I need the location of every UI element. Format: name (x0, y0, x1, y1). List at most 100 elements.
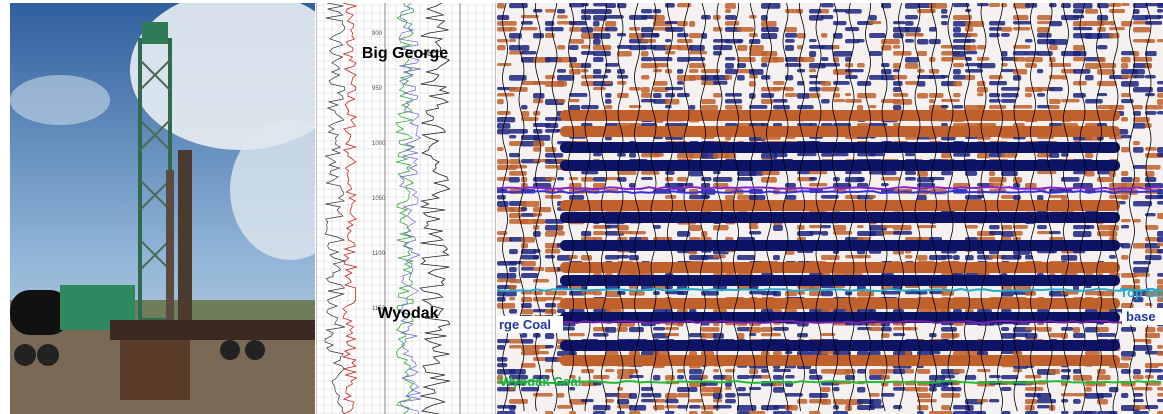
noise (1097, 333, 1116, 337)
noise (761, 63, 767, 67)
noise (1013, 255, 1022, 259)
noise (773, 291, 781, 296)
noise (857, 39, 865, 42)
reflector (560, 200, 1120, 211)
noise (1145, 21, 1162, 25)
noise (509, 39, 516, 42)
noise (833, 225, 846, 231)
noise (1073, 327, 1080, 333)
noise (1049, 39, 1067, 45)
noise (593, 69, 601, 74)
noise (665, 51, 675, 54)
noise (665, 105, 672, 108)
noise (1037, 33, 1052, 38)
noise (569, 93, 587, 97)
noise (1085, 9, 1098, 14)
noise (857, 255, 871, 258)
noise (1157, 111, 1163, 114)
noise (521, 261, 536, 267)
noise (545, 147, 556, 152)
noise (845, 69, 864, 72)
noise (1157, 351, 1163, 356)
noise (557, 9, 565, 14)
noise (965, 69, 983, 73)
noise (761, 51, 777, 57)
noise (689, 21, 695, 27)
noise (677, 69, 683, 74)
noise (965, 27, 973, 32)
noise (581, 45, 590, 49)
noise (761, 75, 770, 80)
noise (737, 405, 756, 411)
noise (785, 183, 796, 188)
noise (953, 93, 961, 97)
noise (977, 57, 989, 61)
noise (533, 135, 550, 141)
noise (497, 21, 517, 26)
noise (521, 267, 535, 271)
noise (977, 369, 991, 372)
noise (509, 285, 516, 291)
noise (1121, 219, 1131, 222)
noise (881, 225, 895, 228)
noise (713, 171, 721, 174)
noise (1061, 255, 1077, 261)
noise (545, 333, 554, 339)
noise (869, 51, 882, 56)
noise (1049, 105, 1060, 109)
noise (821, 33, 827, 38)
noise (965, 75, 975, 80)
noise (533, 99, 543, 103)
noise (1025, 39, 1033, 43)
noise (1157, 273, 1163, 277)
noise (1085, 225, 1094, 229)
noise (749, 105, 767, 109)
noise (773, 153, 788, 157)
noise (1121, 57, 1131, 63)
noise (689, 171, 703, 176)
noise (917, 93, 928, 99)
noise (557, 69, 566, 73)
noise (677, 393, 690, 398)
noise (1097, 327, 1109, 332)
noise (677, 3, 691, 7)
noise (725, 375, 732, 381)
noise (809, 177, 817, 180)
noise (821, 153, 833, 157)
noise (785, 27, 797, 32)
noise (509, 165, 527, 168)
noise (821, 387, 830, 392)
noise (821, 87, 839, 92)
noise (809, 393, 828, 398)
noise (629, 255, 639, 260)
noise (617, 171, 636, 175)
noise (893, 231, 912, 235)
noise (545, 345, 554, 348)
noise (1121, 393, 1128, 398)
reflector (560, 355, 1120, 366)
noise (509, 27, 517, 31)
noise (977, 63, 995, 68)
noise (881, 69, 892, 74)
noise (1121, 327, 1136, 332)
noise (1157, 375, 1163, 380)
noise (569, 99, 579, 102)
noise (665, 405, 677, 408)
noise (1025, 63, 1037, 68)
noise (905, 27, 921, 33)
noise (749, 195, 765, 200)
noise (809, 375, 822, 380)
noise (1001, 3, 1007, 7)
noise (545, 309, 556, 314)
noise (1133, 75, 1145, 78)
noise (1145, 333, 1160, 338)
noise (989, 171, 995, 176)
noise (785, 39, 795, 43)
noise (1049, 45, 1058, 50)
noise (569, 39, 584, 44)
noise (605, 351, 619, 356)
noise (737, 27, 754, 32)
noise (1157, 387, 1163, 390)
noise (641, 39, 656, 43)
noise (677, 183, 693, 186)
